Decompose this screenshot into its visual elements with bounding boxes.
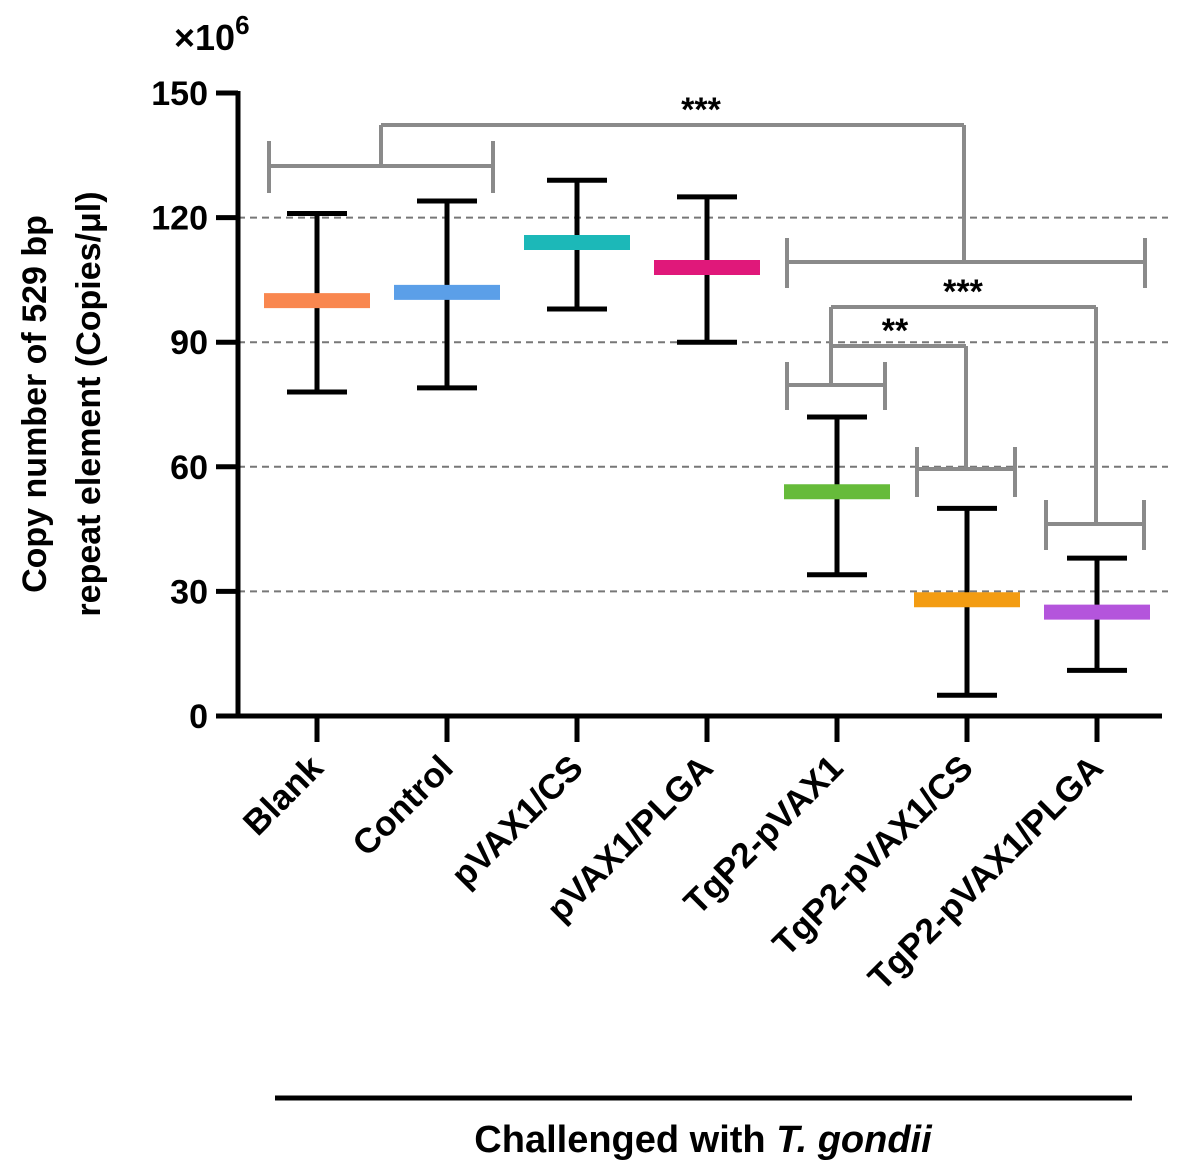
y-tick-label-30: 30 <box>170 573 208 611</box>
group-label-prefix: Challenged with <box>474 1119 776 1161</box>
y-scale-exponent: 6 <box>235 10 249 40</box>
y-tick-label-60: 60 <box>170 449 208 487</box>
y-tick-label-90: 90 <box>170 324 208 362</box>
x-category-label-1: Control <box>345 748 461 864</box>
x-category-label-0: Blank <box>236 748 331 843</box>
y-axis-title-line1: Copy number of 529 bp <box>16 215 54 593</box>
significance-label-0: *** <box>681 91 721 129</box>
group-label: Challenged with T. gondii <box>474 1119 933 1161</box>
y-scale-label: ×106 <box>174 10 250 58</box>
category-labels: Blank ControlpVAX1/CSpVAX1/PLGATgP2-pVAX1… <box>236 748 1111 998</box>
significance-label-1: *** <box>943 273 983 311</box>
x-category-label-6: TgP2-pVAX1/PLGA <box>861 748 1111 998</box>
y-tick-label-120: 120 <box>151 200 208 238</box>
group-label-organism: T. gondii <box>776 1119 933 1161</box>
y-scale-prefix: ×10 <box>174 17 235 58</box>
significance-label-2: ** <box>882 312 909 350</box>
y-axis-title-line2: repeat element (Copies/μl) <box>70 191 108 616</box>
significance-layer: ******** <box>267 91 1147 550</box>
y-tick-label-150: 150 <box>151 75 208 113</box>
data-layer <box>264 177 1150 698</box>
y-tick-label-0: 0 <box>189 698 208 736</box>
axis-layer: 0 30 60 90 120 150 <box>151 75 1162 742</box>
